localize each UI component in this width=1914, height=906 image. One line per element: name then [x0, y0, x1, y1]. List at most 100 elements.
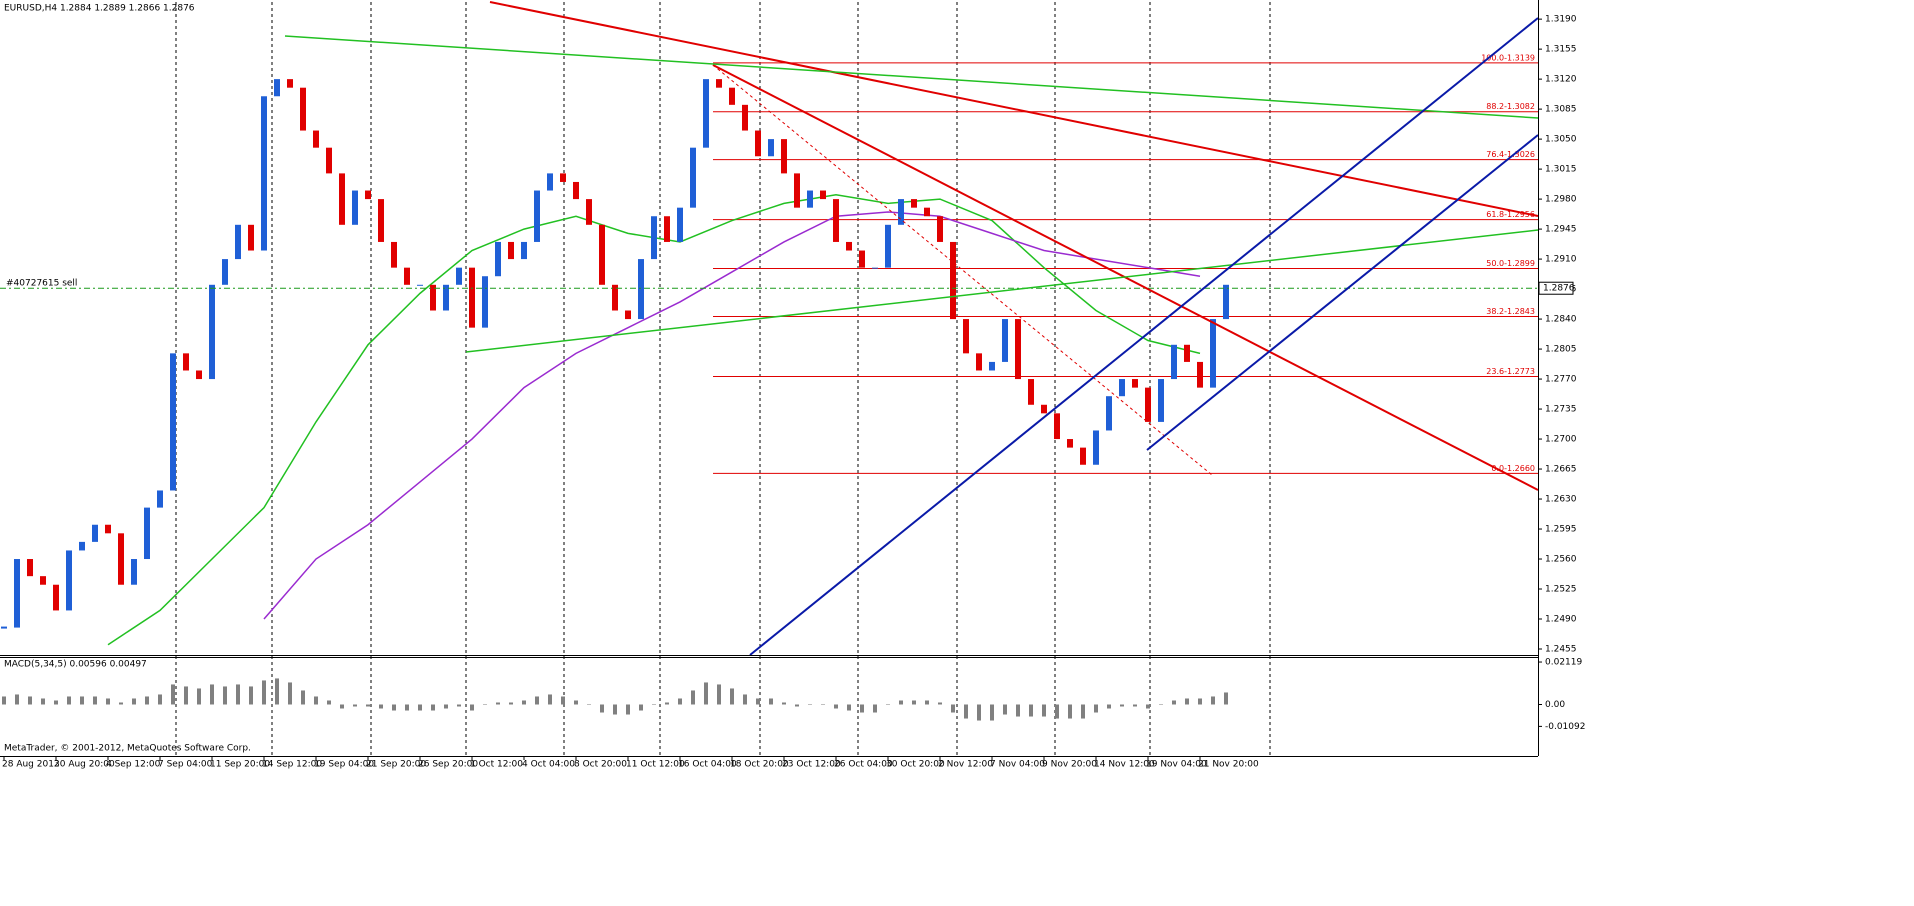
- macd-bar: [626, 704, 630, 715]
- candle: [534, 190, 540, 242]
- y-tick-label: 1.2700: [1545, 435, 1577, 445]
- candle: [79, 541, 85, 551]
- x-tick-label: 2 Nov 12:00: [938, 760, 993, 770]
- candle: [482, 276, 488, 328]
- macd-bar: [652, 704, 656, 705]
- candle: [573, 181, 579, 200]
- x-tick-label: 7 Nov 04:00: [990, 760, 1045, 770]
- x-tick-label: 16 Oct 04:00: [678, 760, 737, 770]
- candle: [1158, 379, 1164, 422]
- x-tick-label: 14 Sep 12:00: [262, 760, 322, 770]
- y-tick-label: 1.2770: [1545, 375, 1577, 385]
- macd-bar: [392, 704, 396, 711]
- macd-bar: [1081, 704, 1085, 719]
- candle: [170, 353, 176, 491]
- macd-bar: [639, 704, 643, 711]
- macd-bar: [613, 704, 617, 715]
- candle: [612, 284, 618, 311]
- macd-bar: [1094, 704, 1098, 713]
- macd-bar: [821, 704, 825, 705]
- candle: [313, 130, 319, 148]
- candle: [1119, 379, 1125, 397]
- macd-bar: [236, 684, 240, 705]
- macd-bar: [158, 694, 162, 705]
- macd-bar: [925, 700, 929, 705]
- macd-bar: [1016, 704, 1020, 717]
- x-tick-label: 28 Aug 2012: [2, 760, 60, 770]
- x-tick-label: 1 Oct 12:00: [470, 760, 523, 770]
- candle: [859, 250, 865, 268]
- candle: [14, 559, 20, 628]
- macd-bar: [1042, 704, 1046, 717]
- candle: [976, 353, 982, 371]
- y-tick-label: 1.3155: [1545, 45, 1577, 55]
- macd-bar: [353, 704, 357, 707]
- macd-bar: [665, 702, 669, 705]
- candle: [898, 199, 904, 225]
- candle: [326, 147, 332, 174]
- candle: [508, 241, 514, 260]
- macd-bar: [834, 704, 838, 709]
- candle: [391, 241, 397, 268]
- fib-label: 0.0-1.2660: [1491, 464, 1535, 473]
- candle: [105, 524, 111, 534]
- macd-title: MACD(5,34,5) 0.00596 0.00497: [4, 660, 147, 670]
- candle: [1223, 284, 1229, 320]
- y-tick-label: 1.3015: [1545, 165, 1577, 175]
- candle: [1067, 439, 1073, 448]
- candle: [1041, 404, 1047, 414]
- candle: [443, 284, 449, 311]
- macd-bar: [275, 678, 279, 705]
- candle: [144, 507, 150, 560]
- macd-bar: [860, 704, 864, 713]
- candle: [1080, 447, 1086, 465]
- macd-bar: [1211, 696, 1215, 705]
- candle: [274, 79, 280, 97]
- candle: [131, 559, 137, 585]
- macd-bar: [483, 704, 487, 705]
- x-tick-label: 4 Sep 12:00: [106, 760, 161, 770]
- macd-bar: [522, 700, 526, 705]
- macd-bar: [314, 696, 318, 705]
- position-label: #40727615 sell: [6, 279, 77, 289]
- candle: [1210, 319, 1216, 388]
- macd-bar: [28, 696, 32, 705]
- macd-bar: [15, 694, 19, 705]
- macd-bar: [782, 702, 786, 705]
- macd-bar: [379, 704, 383, 709]
- x-tick-label: 19 Sep 04:00: [314, 760, 374, 770]
- candle: [1093, 430, 1099, 465]
- macd-bar: [223, 686, 227, 705]
- candle: [924, 207, 930, 217]
- y-tick-label: 1.2665: [1545, 465, 1577, 475]
- x-tick-label: 4 Oct 04:00: [522, 760, 575, 770]
- macd-bar: [184, 686, 188, 705]
- macd-bar: [288, 682, 292, 705]
- macd-bar: [574, 700, 578, 705]
- macd-bar: [262, 680, 266, 705]
- macd-bar: [704, 682, 708, 705]
- macd-bar: [847, 704, 851, 711]
- candle: [846, 241, 852, 251]
- macd-bar: [1029, 704, 1033, 717]
- x-tick-label: 21 Sep 20:00: [366, 760, 426, 770]
- candle: [625, 310, 631, 320]
- candle: [690, 147, 696, 208]
- candle: [937, 216, 943, 242]
- macd-bar: [119, 702, 123, 705]
- macd-bar: [691, 690, 695, 705]
- price-box-label: 1.2876: [1543, 284, 1575, 294]
- candle: [1184, 344, 1190, 362]
- macd-bar: [743, 694, 747, 705]
- candle: [287, 79, 293, 88]
- y-tick-label: 1.3190: [1545, 15, 1577, 25]
- candle: [92, 524, 98, 542]
- candle: [833, 199, 839, 242]
- candle: [885, 224, 891, 268]
- fib-label: 61.8-1.2956: [1486, 210, 1535, 219]
- macd-bar: [80, 696, 84, 705]
- macd-bar: [1120, 704, 1124, 707]
- macd-bar: [405, 704, 409, 711]
- macd-bar: [1107, 704, 1111, 709]
- moving-average: [263, 211, 1201, 620]
